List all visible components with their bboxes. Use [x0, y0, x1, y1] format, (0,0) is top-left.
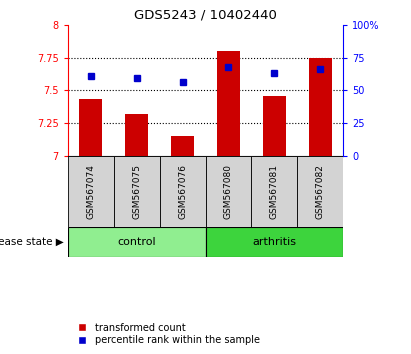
Bar [125, 114, 148, 156]
Bar [114, 156, 159, 227]
Bar [68, 227, 205, 257]
Text: GSM567081: GSM567081 [270, 164, 279, 219]
Bar [79, 99, 102, 156]
Bar [297, 156, 343, 227]
Text: GSM567080: GSM567080 [224, 164, 233, 219]
Bar [171, 136, 194, 156]
Text: GSM567076: GSM567076 [178, 164, 187, 219]
Text: GSM567075: GSM567075 [132, 164, 141, 219]
Text: GDS5243 / 10402440: GDS5243 / 10402440 [134, 9, 277, 22]
Bar [263, 96, 286, 156]
Bar [206, 227, 343, 257]
Legend: transformed count, percentile rank within the sample: transformed count, percentile rank withi… [69, 319, 264, 349]
Text: GSM567082: GSM567082 [316, 164, 325, 219]
Text: GSM567074: GSM567074 [86, 164, 95, 219]
Bar [68, 156, 114, 227]
Bar [309, 57, 332, 156]
Bar [206, 156, 252, 227]
Bar [217, 51, 240, 156]
Bar [252, 156, 297, 227]
Text: disease state ▶: disease state ▶ [0, 236, 64, 247]
Text: arthritis: arthritis [252, 236, 296, 247]
Bar [159, 156, 206, 227]
Text: control: control [118, 236, 156, 247]
